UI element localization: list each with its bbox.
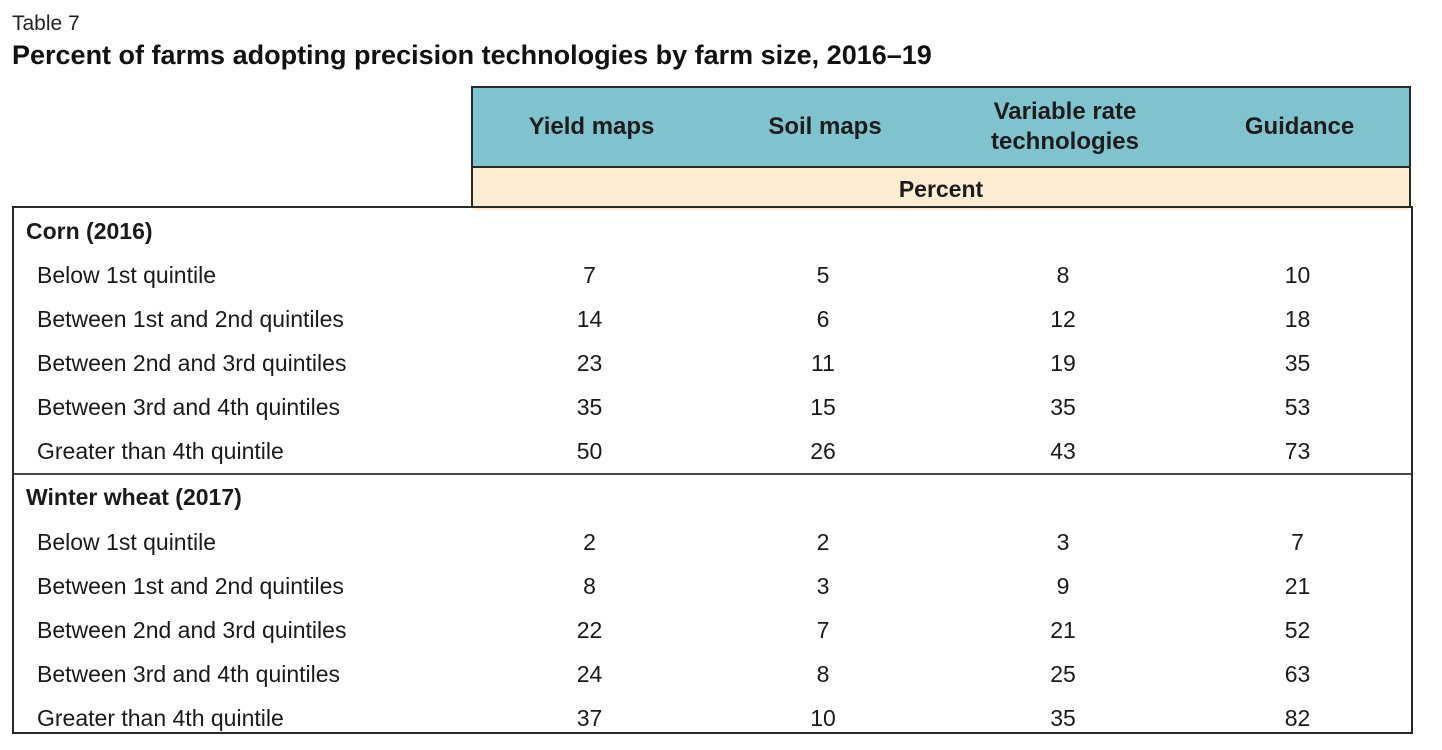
table-row: Between 1st and 2nd quintiles 8 3 9 21	[14, 565, 1411, 609]
cell-soil-maps: 10	[810, 704, 836, 731]
row-label: Greater than 4th quintile	[37, 704, 284, 731]
cell-guidance: 63	[1284, 660, 1311, 687]
group-header: Winter wheat (2017)	[26, 484, 242, 511]
table-row: Between 1st and 2nd quintiles 14 6 12 18	[14, 298, 1411, 342]
cell-variable-rate: 21	[1050, 616, 1076, 643]
table-row: Greater than 4th quintile 37 10 35 82	[14, 696, 1411, 740]
cell-soil-maps: 2	[816, 529, 830, 556]
cell-soil-maps: 15	[810, 393, 836, 420]
table-number: Table 7	[12, 12, 80, 35]
cell-soil-maps: 11	[811, 349, 835, 376]
table-row: Between 2nd and 3rd quintiles 23 11 19 3…	[14, 342, 1411, 386]
cell-variable-rate: 35	[1050, 704, 1076, 731]
cell-variable-rate: 12	[1050, 306, 1076, 333]
row-label: Between 1st and 2nd quintiles	[37, 573, 344, 600]
cell-variable-rate: 25	[1050, 660, 1076, 687]
group-winter-wheat: Winter wheat (2017) Below 1st quintile 2…	[14, 472, 1411, 740]
cell-yield-maps: 35	[576, 393, 603, 420]
cell-guidance: 10	[1284, 262, 1311, 289]
cell-guidance: 53	[1284, 393, 1311, 420]
cell-guidance: 52	[1284, 616, 1311, 643]
table-row: Greater than 4th quintile 50 26 43 73	[14, 429, 1411, 473]
row-label: Between 2nd and 3rd quintiles	[37, 349, 347, 376]
row-label: Between 3rd and 4th quintiles	[37, 660, 341, 687]
group-corn: Corn (2016) Below 1st quintile 7 5 8 10 …	[14, 208, 1411, 473]
row-label: Between 3rd and 4th quintiles	[37, 393, 341, 420]
cell-yield-maps: 24	[576, 660, 603, 687]
row-label: Greater than 4th quintile	[37, 437, 284, 464]
cell-yield-maps: 2	[583, 529, 596, 556]
cell-guidance: 7	[1291, 529, 1304, 556]
row-label: Below 1st quintile	[37, 529, 216, 556]
cell-soil-maps: 3	[816, 573, 830, 600]
cell-yield-maps: 23	[576, 349, 603, 376]
cell-soil-maps: 5	[816, 262, 830, 289]
cell-yield-maps: 22	[576, 616, 603, 643]
cell-guidance: 73	[1284, 437, 1311, 464]
cell-guidance: 35	[1284, 349, 1311, 376]
cell-variable-rate: 43	[1050, 437, 1076, 464]
column-header-variable-rate: Variable rate technologies	[940, 88, 1190, 166]
cell-variable-rate: 19	[1050, 349, 1076, 376]
cell-yield-maps: 14	[576, 306, 603, 333]
cell-soil-maps: 7	[816, 616, 830, 643]
group-header: Corn (2016)	[26, 217, 153, 244]
column-header-yield-maps: Yield maps	[528, 113, 655, 140]
cell-yield-maps: 8	[583, 573, 596, 600]
row-label: Between 2nd and 3rd quintiles	[37, 616, 347, 643]
cell-guidance: 18	[1284, 306, 1311, 333]
cell-soil-maps: 6	[816, 306, 830, 333]
cell-variable-rate: 8	[1056, 262, 1070, 289]
cell-variable-rate: 3	[1056, 529, 1070, 556]
table-title: Percent of farms adopting precision tech…	[12, 40, 932, 70]
table-row: Between 2nd and 3rd quintiles 22 7 21 52	[14, 609, 1411, 653]
cell-variable-rate: 35	[1050, 393, 1076, 420]
cell-variable-rate: 9	[1056, 573, 1070, 600]
cell-soil-maps: 26	[810, 437, 836, 464]
cell-guidance: 82	[1284, 704, 1311, 731]
cell-guidance: 21	[1284, 573, 1311, 600]
table-header: Yield maps Soil maps Variable rate techn…	[471, 86, 1411, 210]
unit-row: Percent	[473, 168, 1409, 210]
table-row: Between 3rd and 4th quintiles 24 8 25 63	[14, 652, 1411, 696]
cell-yield-maps: 50	[576, 437, 603, 464]
cell-yield-maps: 37	[576, 704, 603, 731]
table-row: Between 3rd and 4th quintiles 35 15 35 5…	[14, 385, 1411, 429]
cell-yield-maps: 7	[583, 262, 596, 289]
table-body: Corn (2016) Below 1st quintile 7 5 8 10 …	[12, 206, 1413, 734]
column-header-soil-maps: Soil maps	[768, 113, 882, 140]
column-header-guidance: Guidance	[1244, 113, 1355, 140]
row-label: Between 1st and 2nd quintiles	[37, 306, 344, 333]
column-header-variable-rate-text: Variable rate technologies	[990, 98, 1140, 155]
row-label: Below 1st quintile	[37, 262, 216, 289]
cell-soil-maps: 8	[816, 660, 830, 687]
table-row: Below 1st quintile 7 5 8 10	[14, 254, 1411, 298]
table-row: Below 1st quintile 2 2 3 7	[14, 521, 1411, 565]
column-header-row: Yield maps Soil maps Variable rate techn…	[473, 88, 1409, 168]
